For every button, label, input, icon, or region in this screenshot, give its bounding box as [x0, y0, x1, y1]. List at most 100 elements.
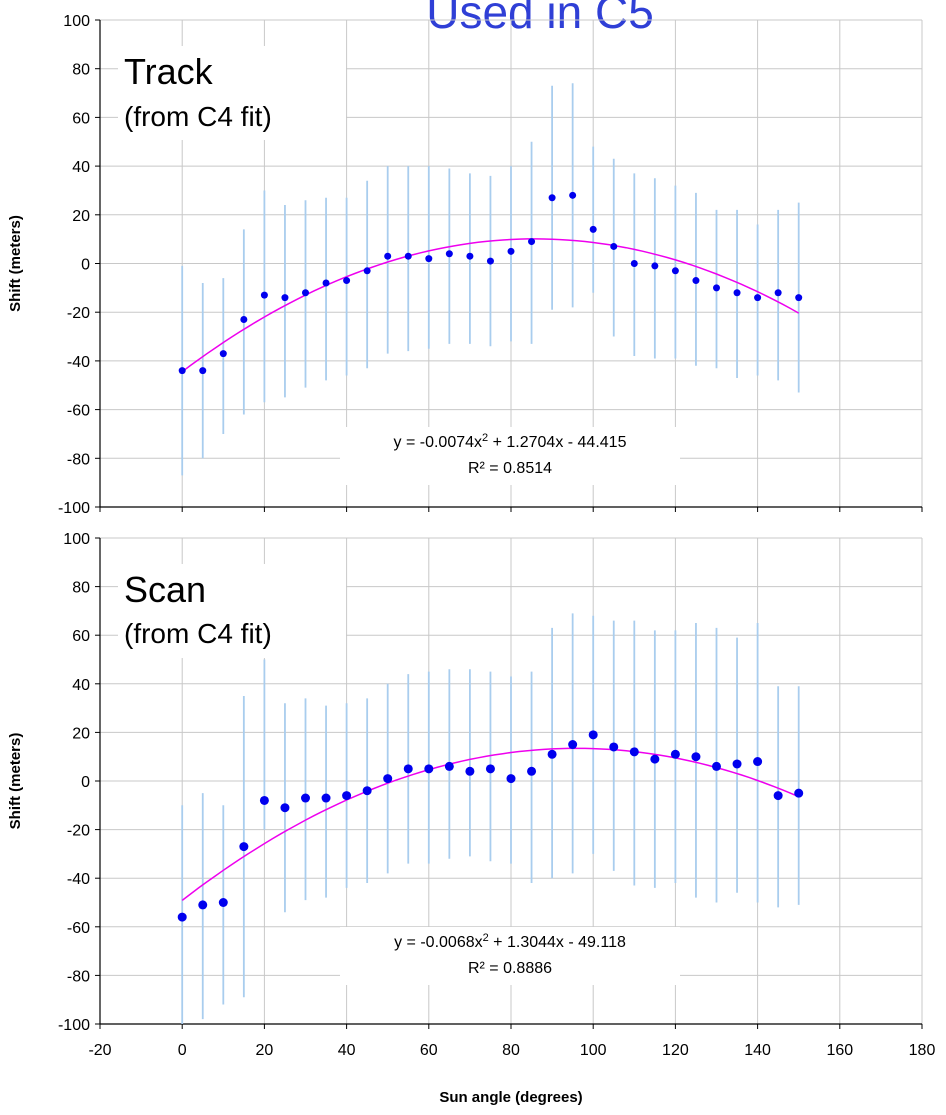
trendline — [181, 747, 799, 901]
r-squared-label: R² = 0.8514 — [468, 460, 552, 477]
data-point — [281, 294, 289, 302]
data-point — [322, 279, 330, 287]
y-tick-label: 60 — [72, 110, 90, 127]
y-axis-title: Shift (meters) — [7, 733, 24, 830]
data-point — [321, 793, 331, 803]
trendline-equation: y = -0.0068x2 + 1.3044x - 49.118 — [394, 932, 626, 951]
trendline — [181, 238, 800, 373]
top-banner: Used in C5 — [426, 0, 654, 38]
data-point — [774, 289, 782, 297]
data-point — [240, 316, 248, 324]
data-point — [732, 759, 742, 769]
x-tick-label: 0 — [178, 1042, 187, 1059]
equation-box — [340, 927, 680, 985]
data-point — [384, 252, 392, 260]
y-tick-label: 40 — [72, 677, 90, 694]
x-tick-label: 20 — [256, 1042, 274, 1059]
y-tick-label: -100 — [58, 500, 90, 517]
data-point — [362, 786, 372, 796]
equation-part: y = -0.0074x — [394, 434, 483, 451]
x-tick-label: -20 — [88, 1042, 111, 1059]
data-point — [424, 764, 434, 774]
x-tick-label: 100 — [580, 1042, 607, 1059]
data-point — [589, 225, 597, 233]
y-tick-label: -60 — [67, 920, 90, 937]
data-point — [466, 252, 474, 260]
panel-title: Track — [124, 51, 214, 92]
y-tick-label: -80 — [67, 451, 90, 468]
panel-subtitle: (from C4 fit) — [124, 101, 272, 132]
data-point — [795, 294, 803, 302]
data-point — [651, 262, 659, 270]
y-tick-label: 100 — [63, 531, 90, 548]
panel-title: Scan — [124, 569, 206, 610]
data-point — [363, 267, 371, 275]
x-tick-label: 40 — [338, 1042, 356, 1059]
data-point — [527, 766, 537, 776]
data-point — [528, 238, 536, 246]
scan-panel: 100 80 60 40 20 0 -20 -40 -60 -80 -100 Shift (meter… — [7, 531, 923, 1034]
data-point — [445, 250, 453, 258]
x-tick-label: 140 — [744, 1042, 771, 1059]
y-tick-label: 60 — [72, 628, 90, 645]
data-point — [753, 757, 763, 767]
r-squared-label: R² = 0.8886 — [468, 960, 552, 977]
x-axis-title: Sun angle (degrees) — [439, 1089, 582, 1106]
data-point — [547, 749, 557, 759]
y-tick-label: -20 — [67, 823, 90, 840]
data-point — [569, 191, 577, 199]
y-tick-label: -20 — [67, 305, 90, 322]
data-point — [568, 740, 578, 750]
data-point — [280, 803, 290, 813]
y-tick-label: 40 — [72, 159, 90, 176]
data-point — [610, 242, 618, 250]
data-point — [260, 291, 268, 299]
equation-exponent: 2 — [483, 932, 489, 944]
x-axis: -20 0 20 40 60 80 100 120 140 160 180 Sun angle (de… — [88, 1042, 935, 1106]
data-point — [609, 742, 619, 752]
data-point — [712, 761, 721, 771]
data-point — [485, 764, 495, 774]
data-point — [404, 252, 412, 260]
x-tick-label: 120 — [662, 1042, 689, 1059]
equation-box — [340, 427, 680, 485]
data-point — [259, 795, 269, 805]
y-tick-label: 0 — [81, 257, 90, 274]
equation-part: y = -0.0068x — [394, 934, 483, 951]
x-tick-label: 180 — [909, 1042, 936, 1059]
track-panel: 100 80 60 40 20 0 -20 -40 -60 -80 -100 Shift (meter… — [7, 13, 923, 517]
y-tick-label: 20 — [72, 725, 90, 742]
y-tick-label: -40 — [67, 871, 90, 888]
data-point — [343, 277, 351, 285]
data-point — [465, 766, 475, 776]
data-point — [486, 257, 494, 265]
top-heading-text: Used in C5 — [426, 0, 654, 38]
y-axis-title: Shift (meters) — [7, 215, 24, 312]
data-point — [198, 900, 208, 910]
data-point — [444, 761, 454, 771]
data-point — [692, 277, 700, 285]
y-tick-label: 80 — [72, 580, 90, 597]
data-point — [218, 898, 228, 907]
data-point — [342, 791, 352, 801]
trendline-equation: y = -0.0074x2 + 1.2704x - 44.415 — [394, 432, 627, 451]
data-point — [794, 788, 804, 798]
data-point — [506, 774, 516, 784]
data-point — [733, 289, 741, 297]
data-point — [548, 194, 556, 202]
data-point — [507, 247, 515, 255]
data-point — [671, 267, 679, 275]
x-tick-label: 80 — [502, 1042, 520, 1059]
y-tick-label: 0 — [81, 774, 90, 791]
equation-part: + 1.3044x - 49.118 — [489, 934, 626, 951]
y-tick-label: 20 — [72, 208, 90, 225]
title-box — [118, 564, 346, 658]
data-point — [219, 350, 227, 358]
x-tick-label: 160 — [826, 1042, 853, 1059]
data-point — [629, 747, 639, 757]
data-point — [403, 764, 413, 774]
data-point — [630, 260, 638, 267]
x-tick-label: 60 — [420, 1042, 438, 1059]
y-tick-label: -100 — [58, 1017, 90, 1034]
